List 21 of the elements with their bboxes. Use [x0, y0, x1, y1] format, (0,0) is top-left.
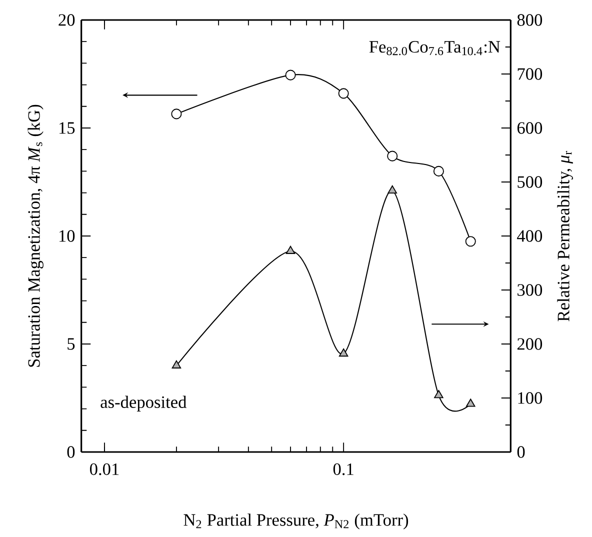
- y2-tick-label: 600: [517, 122, 542, 134]
- y2-tick-label: 800: [517, 14, 542, 26]
- y2-tick-label: 700: [518, 68, 542, 80]
- y-axis-title: Saturation Magnetization, 4π M$_{s}$ (kG): [28, 104, 44, 367]
- y2-axis-title: Relative Permeability, μ$_{r}$: [557, 150, 573, 322]
- annotation: as-deposited: [100, 396, 187, 412]
- y-tick-label: 0: [67, 446, 75, 458]
- x-tick-label: 0.1: [333, 463, 354, 475]
- y2-tick-label: 300: [518, 284, 542, 296]
- y2-tick-label: 400: [517, 230, 542, 242]
- y2-tick-label: 200: [517, 338, 542, 350]
- y2-tick-label: 0: [517, 446, 525, 458]
- x-axis-title: N$_{2}$ Partial Pressure, P$_{N2}$ (mTorr): [184, 513, 408, 530]
- y-tick-label: 10: [59, 230, 75, 242]
- y2-tick-label: 500: [518, 176, 542, 188]
- y-tick-label: 20: [58, 14, 75, 26]
- y2-tick-label: 100: [518, 392, 542, 404]
- y-tick-label: 15: [59, 122, 75, 134]
- y-tick-label: 5: [68, 338, 75, 350]
- x-tick-label: 0.01: [90, 463, 119, 475]
- annotation: Fe$_{82.0}$Co$_{7.6}$Ta$_{10.4}$:N: [369, 40, 500, 56]
